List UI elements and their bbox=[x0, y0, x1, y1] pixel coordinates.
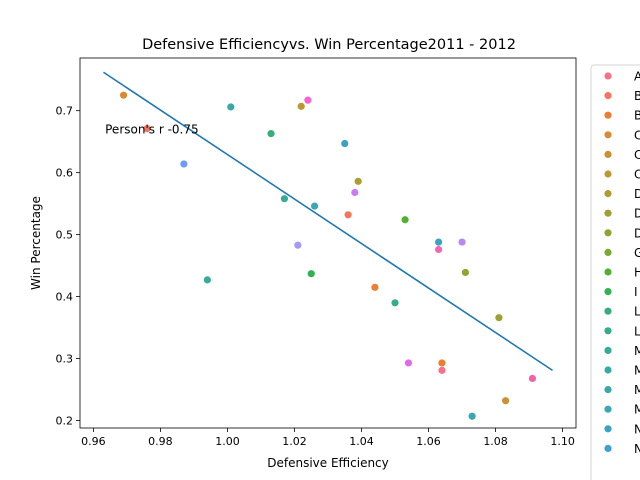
pearson-annotation: Person's r -0.75 bbox=[105, 122, 199, 136]
legend-label: C bbox=[634, 128, 640, 142]
data-point bbox=[434, 245, 443, 254]
x-tick-label: 1.04 bbox=[349, 435, 374, 448]
data-point bbox=[297, 102, 305, 110]
data-point bbox=[344, 211, 352, 219]
legend-marker bbox=[604, 346, 612, 354]
data-point bbox=[310, 202, 319, 210]
legend-label: M bbox=[634, 344, 640, 358]
data-point bbox=[391, 299, 399, 307]
legend-marker bbox=[604, 444, 612, 452]
legend-label: L bbox=[634, 305, 640, 319]
x-tick-label: 0.98 bbox=[148, 435, 173, 448]
legend-label: I bbox=[634, 285, 638, 299]
legend-label: C bbox=[634, 148, 640, 162]
x-axis-label: Defensive Efficiency bbox=[267, 456, 389, 470]
legend-marker bbox=[604, 386, 612, 394]
legend-marker bbox=[604, 327, 612, 335]
x-tick-label: 1.00 bbox=[215, 435, 240, 448]
data-point bbox=[307, 270, 315, 278]
data-point bbox=[528, 374, 537, 383]
legend-box bbox=[590, 64, 640, 480]
legend-label: H bbox=[634, 266, 640, 280]
legend-marker bbox=[604, 170, 612, 178]
legend-marker bbox=[604, 307, 612, 315]
data-point bbox=[461, 268, 470, 277]
legend-label: D bbox=[634, 226, 640, 240]
data-point bbox=[468, 412, 476, 420]
legend-label: N bbox=[634, 422, 640, 436]
legend-label: A bbox=[634, 70, 640, 84]
legend-marker bbox=[604, 229, 612, 237]
legend-label: C bbox=[634, 168, 640, 182]
legend-label: G bbox=[634, 246, 640, 260]
legend-marker bbox=[604, 425, 612, 433]
legend-marker bbox=[604, 131, 612, 139]
data-point bbox=[438, 359, 446, 367]
legend-label: N bbox=[634, 442, 640, 456]
data-point bbox=[354, 177, 362, 185]
data-point bbox=[371, 283, 379, 291]
legend-label: M bbox=[634, 383, 640, 397]
data-point bbox=[351, 188, 359, 197]
data-point bbox=[438, 366, 446, 374]
data-point bbox=[304, 96, 312, 104]
data-points bbox=[119, 91, 537, 420]
data-point bbox=[143, 125, 151, 133]
data-point bbox=[502, 397, 510, 405]
legend-label: B bbox=[634, 109, 640, 123]
data-point bbox=[341, 139, 349, 148]
data-point bbox=[458, 238, 466, 246]
data-point bbox=[404, 359, 413, 367]
legend-marker bbox=[604, 209, 612, 217]
legend-marker bbox=[604, 288, 612, 296]
data-point bbox=[495, 314, 503, 322]
y-tick-label: 0.3 bbox=[56, 353, 74, 366]
regression-line bbox=[103, 71, 553, 372]
x-axis-ticks: 0.96 0.98 1.00 1.02 1.04 1.06 1.08 1.10 bbox=[81, 428, 575, 448]
legend-marker bbox=[604, 405, 612, 413]
x-tick-label: 1.10 bbox=[550, 435, 575, 448]
x-tick-label: 1.02 bbox=[282, 435, 307, 448]
data-point bbox=[280, 195, 289, 203]
data-point bbox=[203, 276, 211, 284]
legend-label: M bbox=[634, 403, 640, 417]
legend-label: B bbox=[634, 89, 640, 103]
y-axis-label: Win Percentage bbox=[29, 196, 43, 290]
legend-marker bbox=[604, 366, 612, 374]
legend-label: M bbox=[634, 364, 640, 378]
y-tick-label: 0.6 bbox=[56, 167, 74, 180]
data-point bbox=[180, 160, 188, 168]
legend-marker bbox=[604, 72, 612, 80]
legend-marker bbox=[604, 150, 612, 158]
chart-title: Defensive Efficiencyvs. Win Percentage20… bbox=[142, 37, 516, 53]
legend-marker bbox=[604, 248, 612, 256]
data-point bbox=[401, 216, 409, 224]
plot-area: Person's r -0.75 bbox=[79, 57, 577, 429]
legend-marker bbox=[604, 268, 612, 276]
y-axis-ticks: 0.2 0.3 0.4 0.5 0.6 0.7 bbox=[56, 105, 80, 428]
data-point bbox=[267, 130, 275, 138]
y-tick-label: 0.7 bbox=[56, 105, 74, 118]
data-point bbox=[119, 91, 128, 99]
x-tick-label: 1.06 bbox=[416, 435, 441, 448]
plot-frame bbox=[79, 57, 577, 429]
data-point bbox=[227, 103, 235, 111]
regression-line-layer bbox=[103, 71, 553, 372]
data-point bbox=[294, 241, 302, 249]
legend-marker bbox=[604, 92, 612, 100]
data-point bbox=[434, 238, 443, 246]
y-tick-label: 0.5 bbox=[56, 229, 74, 242]
y-tick-label: 0.2 bbox=[56, 415, 74, 428]
y-tick-label: 0.4 bbox=[56, 291, 74, 304]
legend-marker bbox=[604, 111, 612, 119]
x-tick-label: 1.08 bbox=[483, 435, 508, 448]
legend-label: D bbox=[634, 207, 640, 221]
legend-label: D bbox=[634, 187, 640, 201]
x-tick-label: 0.96 bbox=[81, 435, 106, 448]
legend-marker bbox=[604, 190, 612, 198]
legend-label: L bbox=[634, 324, 640, 338]
